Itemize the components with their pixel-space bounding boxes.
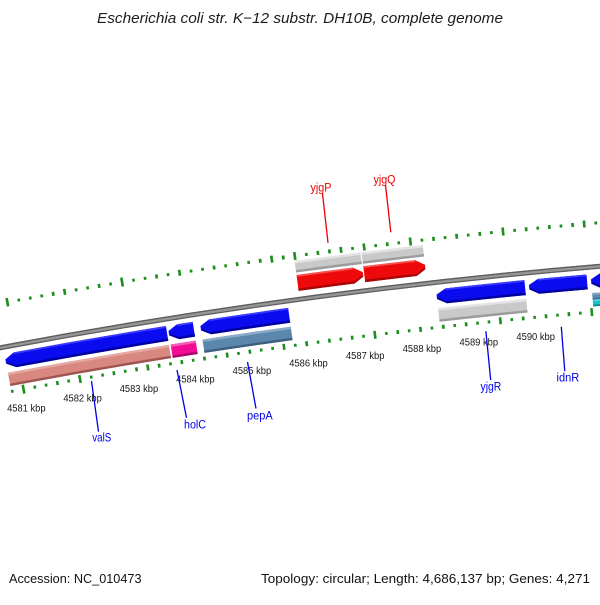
svg-text:Accession: NC_010473: Accession: NC_010473	[9, 571, 142, 586]
svg-text:pepA: pepA	[247, 409, 273, 423]
svg-text:4588 kbp: 4588 kbp	[403, 344, 442, 355]
svg-text:Topology: circular; Length: 4,: Topology: circular; Length: 4,686,137 bp…	[261, 571, 590, 586]
svg-text:idnR: idnR	[557, 370, 580, 384]
svg-text:4584 kbp: 4584 kbp	[176, 375, 215, 386]
svg-text:4582 kbp: 4582 kbp	[63, 393, 102, 404]
svg-text:4586 kbp: 4586 kbp	[289, 358, 328, 369]
svg-text:holC: holC	[184, 418, 206, 432]
svg-text:yjgR: yjgR	[481, 380, 502, 394]
svg-text:4587 kbp: 4587 kbp	[346, 351, 385, 362]
svg-text:yjgP: yjgP	[311, 181, 332, 195]
svg-text:4581 kbp: 4581 kbp	[7, 404, 46, 415]
svg-text:4590 kbp: 4590 kbp	[516, 332, 555, 343]
svg-text:valS: valS	[92, 431, 111, 445]
svg-text:yjgQ: yjgQ	[374, 172, 396, 186]
svg-text:4589 kbp: 4589 kbp	[460, 338, 499, 349]
svg-text:Escherichia coli str. K−12 sub: Escherichia coli str. K−12 substr. DH10B…	[97, 11, 503, 27]
svg-text:4585 kbp: 4585 kbp	[233, 366, 272, 377]
svg-text:4583 kbp: 4583 kbp	[120, 384, 159, 395]
